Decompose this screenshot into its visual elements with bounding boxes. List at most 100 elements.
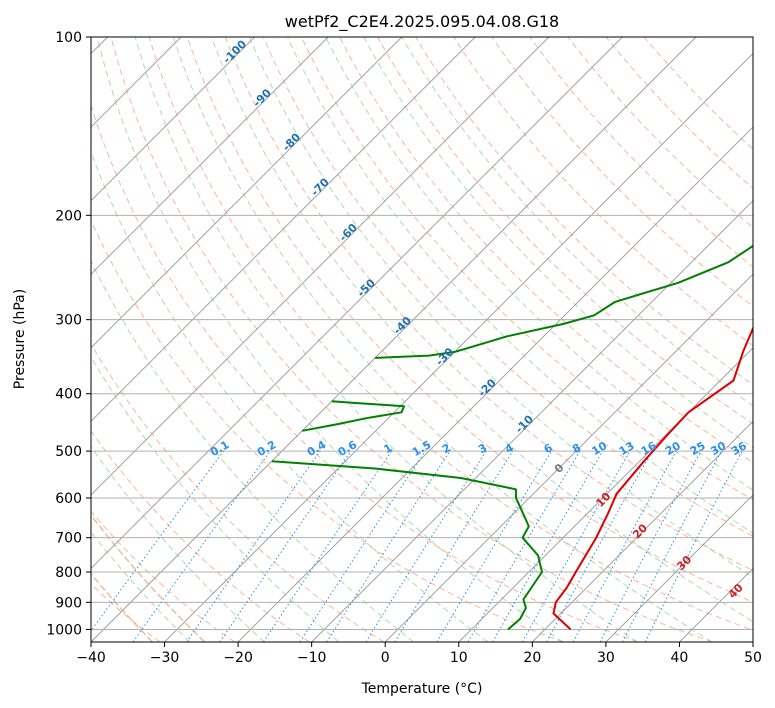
x-tick-label: −10 — [297, 650, 327, 666]
dry-adiabat-line — [287, 37, 753, 534]
mixing-ratio-line — [394, 450, 514, 642]
mixing-ratio-label: 16 — [639, 439, 659, 458]
y-axis-title: Pressure (hPa) — [12, 289, 28, 389]
isotherm-line — [458, 347, 753, 642]
x-tick-label: −20 — [223, 650, 253, 666]
mixing-ratio-line — [572, 450, 677, 642]
isotherm-line — [91, 37, 256, 202]
x-tick-label: 20 — [523, 650, 541, 666]
dewpoint-profile-line — [375, 244, 753, 359]
moist-adiabat-line — [91, 343, 385, 642]
mixing-ratio-label: 0.6 — [336, 438, 360, 459]
dry-adiabat-line — [91, 150, 489, 642]
axis-layer: −40 −30 −20 −10 0 10 20 30 40 50 1000 900 800 700 600 5… — [46, 30, 762, 666]
x-tick-label: 50 — [744, 650, 762, 666]
mixing-ratio-line — [522, 450, 631, 642]
mixing-ratio-label: 2 — [440, 441, 453, 456]
isotherm-line — [311, 199, 753, 642]
moist-adiabat-line — [186, 37, 753, 603]
dry-adiabat-line — [91, 356, 340, 642]
isotherm-line — [679, 567, 753, 642]
dry-adiabat-line — [91, 445, 265, 642]
mixing-ratio-line — [132, 450, 271, 642]
y-tick-label: 800 — [55, 565, 82, 581]
moist-adiabat-line — [91, 430, 310, 642]
x-tick-label: 0 — [381, 650, 390, 666]
series-layer — [271, 244, 753, 631]
mixing-ratio-label: 0.4 — [305, 438, 329, 459]
y-tick-label: 700 — [55, 531, 82, 547]
isotherm-label: -90 — [251, 86, 274, 109]
mixing-ratio-line — [599, 450, 702, 642]
mixing-ratio-label: 10 — [589, 439, 609, 458]
y-tick-label: 500 — [55, 444, 82, 460]
moist-adiabat-line — [339, 37, 753, 463]
isotherm-label: -60 — [337, 221, 360, 244]
dry-adiabat-line — [96, 37, 563, 642]
dewpoint-profile-line — [271, 460, 543, 631]
mixing-ratio-line — [644, 450, 743, 642]
moist-adiabat-line — [453, 37, 753, 347]
mixing-ratio-line — [326, 450, 451, 642]
temperature-profile-line — [552, 325, 753, 631]
dry-adiabat-line — [134, 37, 638, 642]
mixing-ratio-line — [91, 450, 224, 632]
isotherm-label: -30 — [433, 345, 456, 368]
moist-adiabat-line — [415, 37, 753, 386]
isotherm-label: -10 — [513, 412, 536, 435]
mixing-ratio-label: 8 — [570, 441, 583, 456]
isotherm-line — [91, 37, 550, 496]
dry-adiabat-line — [210, 37, 753, 623]
isotherm-line — [384, 273, 753, 642]
moist-adiabat-line — [110, 37, 713, 642]
moist-adiabat-line — [643, 37, 753, 150]
y-tick-label: 900 — [55, 595, 82, 611]
x-tick-label: −30 — [150, 650, 180, 666]
moist-adiabat-line — [224, 37, 753, 571]
adiabat-reference-line — [91, 513, 206, 642]
x-tick-label: 10 — [450, 650, 468, 666]
isotherm-line — [91, 37, 329, 275]
y-tick-label: 1000 — [46, 622, 82, 638]
mixing-ratio-line — [186, 450, 321, 642]
mixing-ratio-label: 30 — [708, 439, 728, 458]
moist-adiabat-line — [91, 219, 564, 642]
moist-adiabat-line — [377, 37, 753, 425]
chart-title: wetPf2_C2E4.2025.095.04.08.G18 — [285, 12, 559, 32]
isotherm-line — [752, 641, 753, 642]
mixing-ratio-line — [263, 450, 392, 642]
y-tick-label: 100 — [55, 30, 82, 46]
theta-e-label: 20 — [630, 521, 650, 541]
y-tick-label: 200 — [55, 208, 82, 224]
mixing-ratio-line — [436, 450, 552, 642]
isotherm-line — [91, 37, 403, 349]
mixing-ratio-line — [219, 450, 352, 642]
isotherm-label: -40 — [391, 314, 414, 337]
theta-e-label: 40 — [726, 581, 746, 601]
dry-adiabat-line — [172, 37, 713, 642]
isotherm-label: -70 — [309, 175, 332, 198]
moist-adiabat-line — [301, 37, 753, 501]
dry-adiabat-line — [91, 531, 191, 642]
isotherm-line — [91, 37, 697, 642]
mixing-ratio-line — [546, 450, 653, 642]
plot-frame — [90, 36, 754, 643]
isotherm-line — [91, 37, 623, 570]
mixing-ratio-label: 6 — [542, 441, 555, 456]
mixing-ratio-label: 0.1 — [208, 438, 231, 459]
grid-layer — [91, 37, 753, 642]
isotherm-label: -80 — [280, 130, 303, 153]
isotherm-line — [237, 126, 753, 642]
x-tick-label: 30 — [597, 650, 615, 666]
moist-adiabat-line — [91, 510, 235, 642]
isotherm-line — [91, 37, 476, 423]
y-tick-label: 300 — [55, 313, 82, 329]
isotherm-label: -50 — [355, 276, 378, 299]
moist-adiabat-line — [91, 104, 639, 642]
isotherm-label: -100 — [220, 37, 249, 66]
x-tick-label: 40 — [671, 650, 689, 666]
mixing-ratio-label: 20 — [663, 439, 683, 458]
dewpoint-profile-line — [302, 400, 405, 432]
